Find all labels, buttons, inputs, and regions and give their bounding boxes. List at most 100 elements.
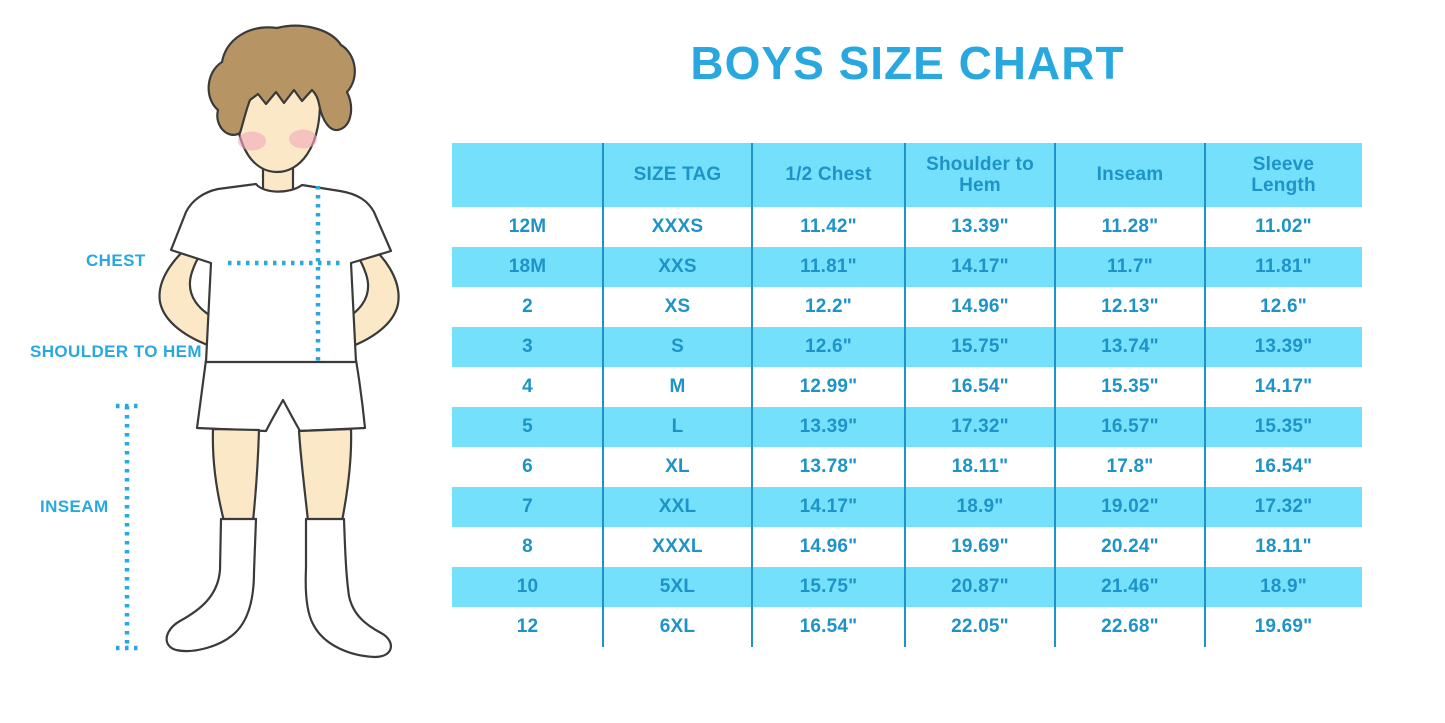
- column-divider: [904, 143, 906, 647]
- measurement-cell: 12.6": [805, 336, 852, 358]
- measurement-cell: 12.13": [1101, 296, 1159, 318]
- measurement-cell: 5XL: [659, 576, 696, 598]
- measurement-cell: M: [669, 376, 686, 398]
- table-row: 8 XXXL 14.96" 19.69" 20.24" 18.11": [452, 527, 1362, 567]
- measurement-cell: 13.39": [799, 416, 858, 438]
- measurement-cell: 17.32": [951, 416, 1009, 438]
- measurement-cell: 18.9": [1260, 576, 1307, 598]
- measurement-cell: 14.96": [799, 536, 858, 558]
- left-leg: [211, 427, 261, 523]
- measurement-cell: 17.8": [1106, 456, 1154, 478]
- column-divider: [1054, 143, 1056, 647]
- table-header-row: SIZE TAG 1/2 Chest Shoulder to Hem Inseam Sl…: [452, 143, 1362, 207]
- shorts: [195, 358, 367, 433]
- measurement-cell: 15.35": [1254, 416, 1313, 438]
- table-row: 18M XXS 11.81" 14.17" 11.7" 11.81": [452, 247, 1362, 287]
- column-header: 1/2 Chest: [785, 164, 872, 186]
- measurement-cell: 15.75": [799, 576, 858, 598]
- measurement-cell: 12.2": [805, 296, 852, 318]
- table-row: 4 M 12.99" 16.54" 15.35" 14.17": [452, 367, 1362, 407]
- table-row: 10 5XL 15.75" 20.87" 21.46" 18.9": [452, 567, 1362, 607]
- measurement-cell: 11.7": [1107, 256, 1153, 278]
- measurement-cell: 11.81": [1255, 256, 1312, 278]
- row-size-label: 2: [522, 296, 533, 318]
- measurement-cell: 14.17": [951, 256, 1009, 278]
- column-header: Sleeve Length: [1251, 153, 1316, 196]
- measurement-cell: 11.42": [800, 216, 857, 238]
- chest-label: CHEST: [86, 251, 146, 270]
- table-row: 12 6XL 16.54" 22.05" 22.68" 19.69": [452, 607, 1362, 647]
- row-size-label: 6: [522, 456, 533, 478]
- table-row: 12M XXXS 11.42" 13.39" 11.28" 11.02": [452, 207, 1362, 247]
- measurement-cell: 18.9": [956, 496, 1004, 518]
- measurement-cell: 16.54": [951, 376, 1009, 398]
- row-size-label: 18M: [508, 256, 547, 278]
- measurement-cell: 6XL: [659, 616, 696, 638]
- measurement-cell: XXS: [658, 256, 697, 278]
- measurement-cell: L: [671, 416, 684, 438]
- measurement-cell: 12.6": [1260, 296, 1307, 318]
- table-row: 3 S 12.6" 15.75" 13.74" 13.39": [452, 327, 1362, 367]
- right-cheek-blush: [289, 129, 317, 149]
- table-row: 2 XS 12.2" 14.96" 12.13" 12.6": [452, 287, 1362, 327]
- measurement-cell: 16.54": [1254, 456, 1313, 478]
- table-row: 6 XL 13.78" 18.11" 17.8" 16.54": [452, 447, 1362, 487]
- right-sock: [304, 517, 392, 659]
- left-sock: [165, 517, 258, 653]
- measurement-cell: 11.28": [1101, 216, 1159, 238]
- measurement-cell: 13.78": [799, 456, 858, 478]
- measurement-cell: XXXL: [652, 536, 703, 558]
- measurement-cell: 19.69": [951, 536, 1009, 558]
- measurement-cell: XL: [665, 456, 690, 478]
- shoulder-to-hem-label: SHOULDER TO HEM: [30, 342, 202, 361]
- measurement-cell: 11.02": [1255, 216, 1312, 238]
- row-size-label: 12: [516, 616, 539, 638]
- measurement-cell: S: [671, 336, 684, 358]
- size-table: SIZE TAG 1/2 Chest Shoulder to Hem Inseam Sl…: [452, 143, 1362, 647]
- measurement-cell: 19.69": [1254, 616, 1313, 638]
- row-size-label: 8: [522, 536, 533, 558]
- measurement-cell: 16.57": [1101, 416, 1159, 438]
- t-shirt: [169, 182, 393, 364]
- column-header: [452, 143, 603, 207]
- measurement-cell: 21.46": [1101, 576, 1159, 598]
- measurement-cell: 19.02": [1101, 496, 1159, 518]
- measurement-cell: 11.81": [800, 256, 857, 278]
- table-row: 5 L 13.39" 17.32" 16.57" 15.35": [452, 407, 1362, 447]
- table-body: 12M XXXS 11.42" 13.39" 11.28" 11.02" 18M XXS 11.…: [452, 207, 1362, 647]
- measurement-cell: 12.99": [799, 376, 858, 398]
- measurement-cell: 18.11": [951, 456, 1009, 478]
- measurement-cell: 13.74": [1101, 336, 1159, 358]
- left-cheek-blush: [238, 131, 266, 151]
- page-title: BOYS SIZE CHART: [690, 37, 1125, 89]
- measurement-cell: 13.39": [951, 216, 1009, 238]
- measurement-cell: 22.05": [951, 616, 1009, 638]
- measurement-cell: 15.35": [1101, 376, 1159, 398]
- row-size-label: 5: [522, 416, 533, 438]
- right-leg: [297, 427, 353, 523]
- hair: [207, 24, 356, 136]
- column-header: Inseam: [1096, 164, 1164, 186]
- row-size-label: 4: [522, 376, 533, 398]
- measurement-cell: 22.68": [1101, 616, 1159, 638]
- boy-measurement-illustration: [116, 24, 400, 659]
- measurement-cell: XXL: [658, 496, 697, 518]
- column-divider: [1204, 143, 1206, 647]
- measurement-cell: XXXS: [651, 216, 704, 238]
- row-size-label: 10: [516, 576, 539, 598]
- measurement-cell: 13.39": [1254, 336, 1313, 358]
- measurement-cell: 14.96": [951, 296, 1009, 318]
- row-size-label: 12M: [508, 216, 547, 238]
- column-header: SIZE TAG: [633, 164, 722, 186]
- column-divider: [751, 143, 753, 647]
- measurement-cell: 14.17": [799, 496, 858, 518]
- inseam-label: INSEAM: [40, 497, 109, 516]
- measurement-cell: 16.54": [799, 616, 858, 638]
- table-row: 7 XXL 14.17" 18.9" 19.02" 17.32": [452, 487, 1362, 527]
- measurement-cell: 14.17": [1254, 376, 1313, 398]
- column-divider: [602, 143, 604, 647]
- row-size-label: 7: [522, 496, 533, 518]
- measurement-cell: 18.11": [1255, 536, 1312, 558]
- measurement-cell: 17.32": [1254, 496, 1313, 518]
